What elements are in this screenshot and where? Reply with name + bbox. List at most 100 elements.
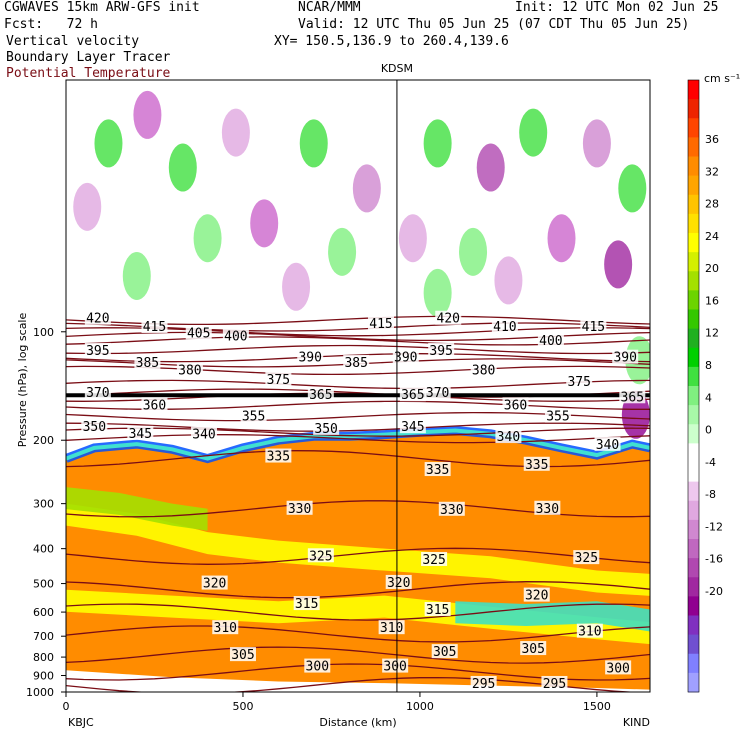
field-potential-temperature: Potential Temperature — [6, 66, 171, 81]
theta-label-bg — [544, 408, 571, 423]
colorbar-label: 28 — [705, 198, 719, 211]
velocity-cell-17 — [547, 214, 576, 263]
theta-label-bg — [293, 596, 320, 611]
theta-contour-325 — [66, 547, 650, 565]
theta-label-bg — [84, 310, 111, 325]
velocity-cell-2 — [168, 143, 197, 192]
theta-label-bg — [392, 349, 419, 364]
left-station-label: KBJC — [68, 716, 94, 729]
velocity-cell-11 — [73, 182, 102, 231]
plot-frame — [65, 79, 651, 693]
theta-label: 330 — [440, 503, 463, 518]
theta-label: 315 — [295, 597, 318, 612]
colorbar-swatch — [688, 519, 699, 540]
theta-label-bg — [541, 675, 568, 690]
theta-label: 415 — [143, 320, 166, 335]
velocity-cell-0 — [94, 119, 123, 168]
theta-label: 390 — [613, 351, 636, 366]
theta-label: 295 — [543, 677, 566, 692]
theta-label-bg — [424, 601, 451, 616]
theta-label-bg — [307, 387, 334, 402]
theta-label-bg — [502, 397, 529, 412]
theta-label-bg — [491, 319, 518, 334]
colorbar-label: -20 — [705, 585, 723, 598]
theta-label: 390 — [298, 351, 321, 366]
theta-label: 360 — [143, 398, 166, 413]
colorbar-swatch — [688, 194, 699, 215]
theta-label: 395 — [86, 344, 109, 359]
colorbar-label: -16 — [705, 553, 723, 566]
colorbar-swatch — [688, 309, 699, 330]
theta-label: 300 — [606, 661, 629, 676]
theta-label-bg — [240, 408, 267, 423]
velocity-cell-6 — [423, 119, 452, 168]
theta-label-bg — [141, 397, 168, 412]
theta-label-bg — [81, 419, 108, 434]
y-axis-label: Pressure (hPa), log scale — [16, 313, 29, 448]
y-tick-label: 800 — [33, 651, 54, 664]
theta-label-bg — [431, 644, 458, 659]
theta-label-bg — [576, 623, 603, 638]
theta-contour-335 — [66, 450, 650, 468]
theta-label-bg — [523, 456, 550, 471]
velocity-cell-10 — [618, 164, 647, 213]
theta-label-bg — [297, 349, 324, 364]
theta-label-bg — [523, 587, 550, 602]
velocity-cell-21 — [423, 268, 452, 317]
colorbar-swatch — [688, 443, 699, 463]
theta-label: 320 — [203, 577, 226, 592]
theta-label: 350 — [314, 422, 337, 437]
theta-label-bg — [84, 385, 111, 400]
colorbar-swatch — [688, 347, 699, 368]
theta-label: 355 — [242, 410, 265, 425]
colorbar-swatch — [688, 481, 699, 502]
theta-label: 305 — [521, 642, 544, 657]
y-tick-label: 100 — [33, 326, 54, 339]
theta-label-bg — [229, 647, 256, 662]
right-station-label: KIND — [623, 716, 650, 729]
theta-label: 365 — [401, 388, 424, 403]
velocity-cell-9 — [582, 119, 611, 168]
theta-label: 330 — [536, 502, 559, 517]
theta-label: 340 — [497, 430, 520, 445]
theta-contour-305 — [66, 646, 650, 664]
theta-contour-350 — [66, 422, 650, 432]
y-tick-label: 500 — [33, 578, 54, 591]
theta-label: 295 — [472, 677, 495, 692]
terrain — [66, 670, 650, 692]
colorbar-swatch — [688, 596, 699, 616]
theta-label-bg — [385, 574, 412, 589]
theta-label-bg — [573, 550, 600, 565]
theta-label: 390 — [394, 351, 417, 366]
theta-label: 380 — [472, 363, 495, 378]
y-tick-label: 300 — [33, 498, 54, 511]
velocity-cell-5 — [352, 164, 381, 213]
theta-label: 320 — [525, 589, 548, 604]
theta-label-bg — [438, 501, 465, 516]
colorbar-frame — [687, 79, 700, 693]
theta-label: 360 — [504, 398, 527, 413]
colorbar-label: 4 — [705, 391, 712, 404]
theta-contour-380 — [66, 365, 650, 376]
theta-contour-315 — [66, 603, 650, 621]
theta-label-bg — [378, 620, 405, 635]
theta-label-bg — [520, 641, 547, 656]
colorbar-swatch — [688, 118, 699, 138]
theta-label: 315 — [426, 603, 449, 618]
theta-label: 410 — [493, 320, 516, 335]
colorbar-label: 0 — [705, 424, 712, 437]
colorbar-label: -8 — [705, 488, 716, 501]
velocity-cell-12 — [193, 214, 222, 263]
theta-label: 305 — [433, 645, 456, 660]
theta-label: 385 — [136, 356, 159, 371]
colorbar-label: 12 — [705, 327, 719, 340]
theta-label-bg — [619, 389, 646, 404]
tracer-band-2 — [66, 487, 208, 531]
theta-label: 415 — [369, 317, 392, 332]
theta-label-bg — [399, 419, 426, 434]
theta-label: 310 — [214, 621, 237, 636]
theta-contour-375 — [66, 379, 650, 390]
theta-label: 365 — [621, 390, 644, 405]
theta-label: 400 — [539, 334, 562, 349]
theta-label: 325 — [575, 551, 598, 566]
